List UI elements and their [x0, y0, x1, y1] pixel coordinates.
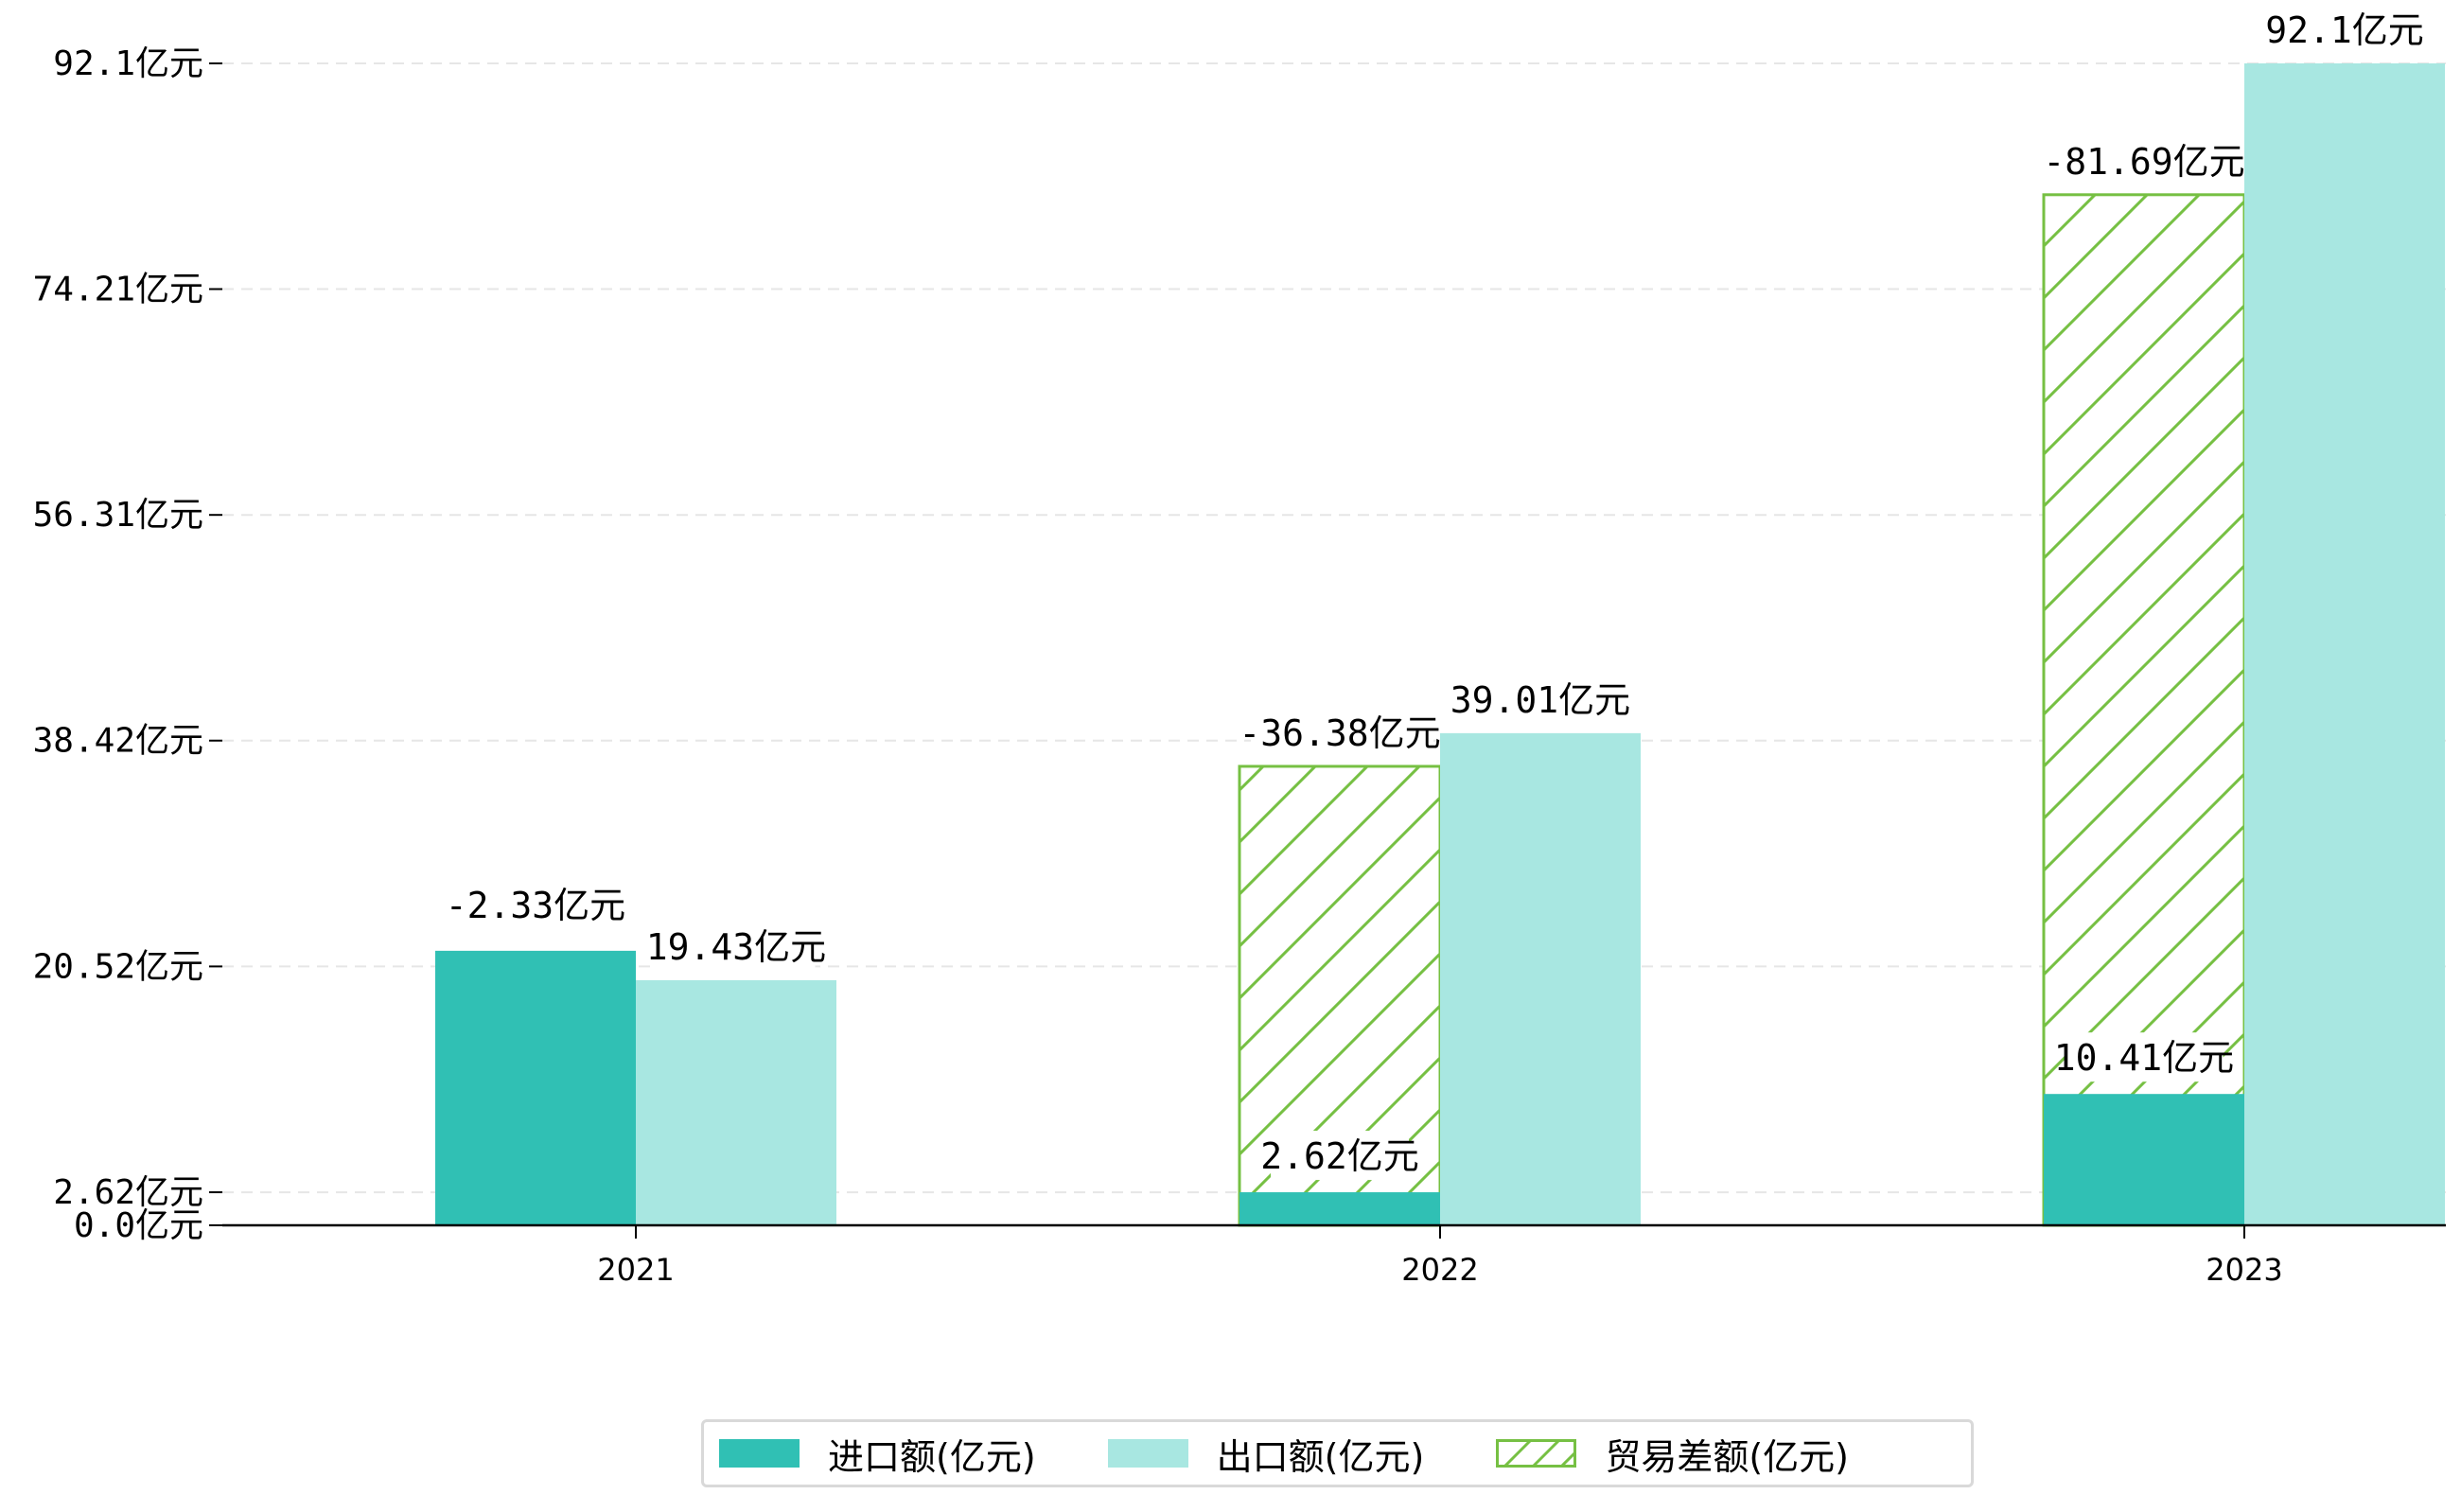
legend-label-balance: 贸易差额(亿元)	[1605, 1435, 1849, 1478]
label-export-2023-bg	[2276, 5, 2414, 54]
y-tick-label: 2.62亿元	[53, 1173, 203, 1212]
bar-import-2022	[1239, 1192, 1440, 1225]
label-import-2022-bg	[1271, 1131, 1409, 1181]
label-balance-2022-bg	[1251, 707, 1429, 757]
x-tick-label: 2023	[2206, 1252, 2282, 1288]
y-tick-label: 38.42亿元	[33, 722, 203, 761]
y-tick-label: 56.31亿元	[33, 496, 203, 535]
label-export-2022-bg	[1461, 674, 1620, 724]
legend: 进口额(亿元) 出口额(亿元) 贸易差额(亿元)	[701, 1419, 1974, 1487]
legend-label-export: 出口额(亿元)	[1216, 1435, 1425, 1478]
bar-export-2023	[2244, 63, 2445, 1225]
bar-export-2021	[636, 979, 836, 1225]
label-export-2021: 19.43亿元	[646, 926, 826, 968]
x-tick-label: 2021	[597, 1252, 674, 1288]
label-balance-2023-bg	[2055, 135, 2233, 185]
legend-item-balance: 贸易差额(亿元)	[1496, 1428, 1849, 1480]
label-import-2023-bg	[2065, 1032, 2224, 1082]
label-import-2021-bg	[456, 879, 615, 929]
y-tick-label: 92.1亿元	[53, 44, 203, 83]
label-import-2023: 10.41亿元	[2054, 1037, 2234, 1079]
legend-swatch-import	[719, 1439, 800, 1468]
x-tick-label: 2022	[1401, 1252, 1478, 1288]
label-balance-2022: -36.38亿元	[1239, 712, 1440, 754]
bar-export-2022	[1440, 732, 1641, 1225]
legend-swatch-balance	[1496, 1439, 1577, 1468]
y-tick-label: 20.52亿元	[33, 947, 203, 986]
label-export-2021-bg	[657, 921, 816, 971]
y-tick-label: 74.21亿元	[33, 271, 203, 309]
legend-item-export: 出口额(亿元)	[1107, 1428, 1425, 1480]
bar-import-2021	[435, 950, 636, 1225]
label-import-2022: 2.62亿元	[1260, 1135, 1419, 1177]
legend-swatch-export	[1107, 1439, 1188, 1468]
legend-label-import: 进口额(亿元)	[828, 1435, 1036, 1478]
label-balance-2023: -81.69亿元	[2043, 141, 2244, 183]
label-export-2022: 39.01亿元	[1450, 679, 1630, 721]
label-import-2021: -2.33亿元	[446, 885, 625, 926]
legend-item-import: 进口额(亿元)	[719, 1428, 1036, 1480]
y-tick-label: 0.0亿元	[74, 1206, 203, 1245]
bar-import-2023	[2044, 1094, 2244, 1225]
label-export-2023: 92.1亿元	[2265, 9, 2424, 51]
